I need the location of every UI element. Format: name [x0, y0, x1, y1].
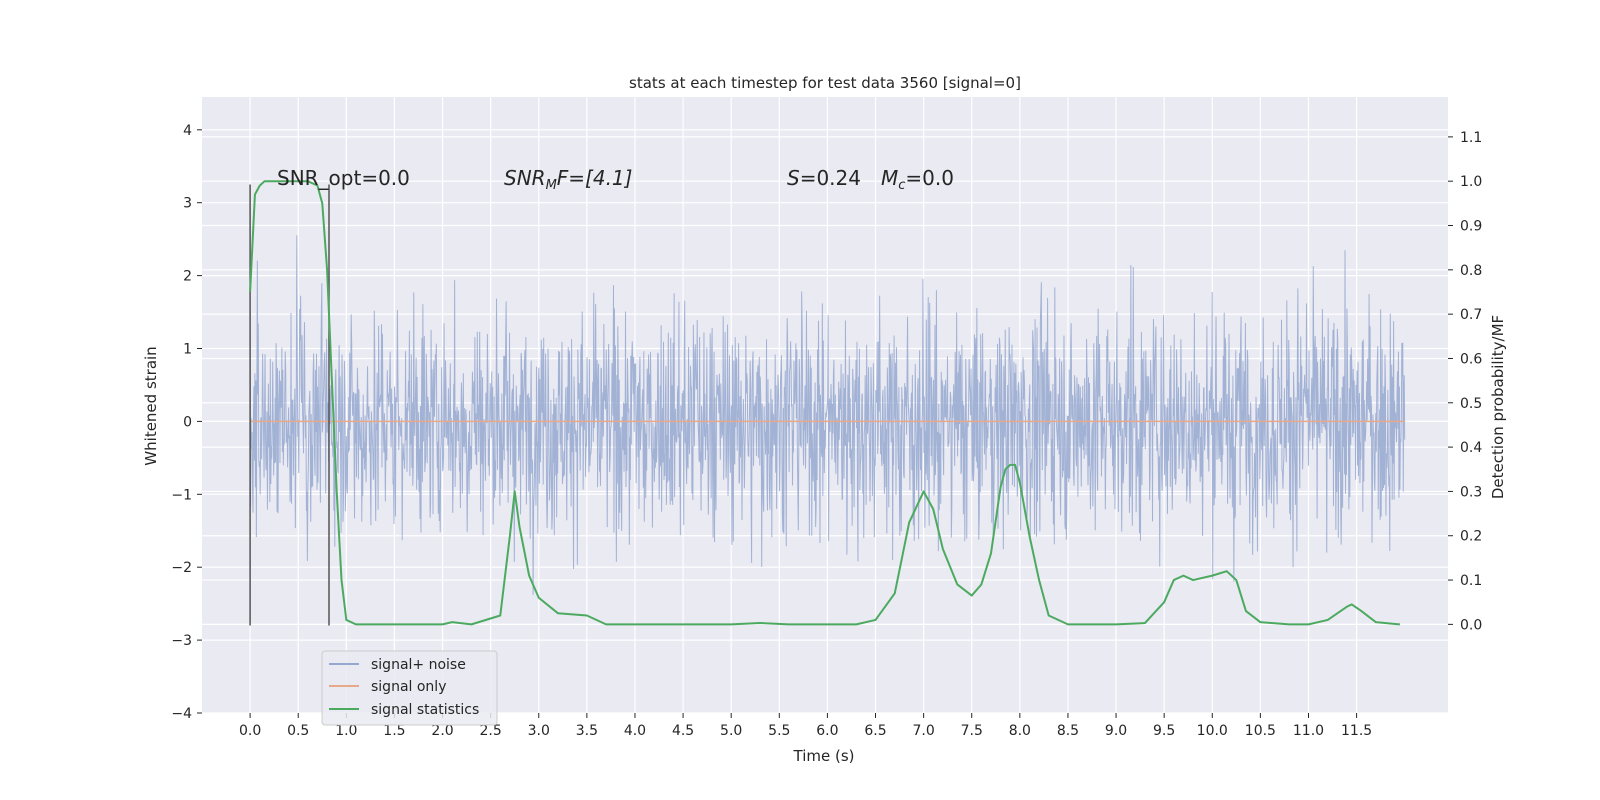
y-tick-label: 2: [183, 269, 192, 285]
x-tick-label: 7.5: [961, 723, 983, 739]
signal-statistics-line: [249, 180, 1400, 626]
x-tick-label: 4.5: [672, 723, 694, 739]
y-tick-label: −3: [171, 633, 192, 649]
x-tick-label: 10.0: [1197, 723, 1228, 739]
x-tick-label: 1.5: [383, 723, 405, 739]
y2-tick-label: 0.9: [1460, 219, 1482, 235]
y2-tick-label: 0.3: [1460, 484, 1482, 500]
y2-tick-label: 0.0: [1460, 617, 1482, 633]
y-axis-ticks: −4 −3 −2 −1 0 1 2 3 4: [171, 123, 202, 722]
x-tick-label: 0.5: [287, 723, 309, 739]
vertical-markers: [249, 184, 330, 626]
y2-tick-label: 0.5: [1460, 396, 1482, 412]
y2-tick-label: 0.2: [1460, 529, 1482, 545]
annotation-s: S=0.24: [787, 166, 861, 190]
x-axis-label: Time (s): [793, 747, 855, 765]
x-tick-label: 8.5: [1057, 723, 1079, 739]
x-tick-label: 7.0: [912, 723, 934, 739]
x-tick-label: 8.0: [1009, 723, 1031, 739]
y-tick-label: −2: [171, 560, 192, 576]
legend-label-signal-only: signal only: [371, 679, 446, 695]
y-tick-label: −1: [171, 487, 192, 503]
y2-tick-label: 1.0: [1460, 174, 1482, 190]
legend-box: [321, 650, 498, 726]
legend-label-signal-statistics: signal statistics: [371, 702, 479, 718]
x-tick-label: 0.0: [239, 723, 261, 739]
y2-tick-label: 0.8: [1460, 263, 1482, 279]
legend-label-signal-noise: signal+ noise: [371, 657, 466, 673]
y-tick-label: −4: [171, 706, 192, 722]
y-tick-label: 1: [183, 342, 192, 358]
x-tick-label: 5.5: [768, 723, 790, 739]
signal-noise-line: [249, 235, 1406, 595]
legend: signal+ noise signal only signal statist…: [321, 650, 498, 726]
x-tick-label: 9.0: [1105, 723, 1127, 739]
x-tick-label: 4.0: [624, 723, 646, 739]
x-tick-label: 10.5: [1245, 723, 1276, 739]
x-tick-label: 6.5: [864, 723, 886, 739]
x-tick-label: 11.5: [1341, 723, 1372, 739]
y2-tick-label: 0.4: [1460, 440, 1482, 456]
x-tick-label: 6.0: [816, 723, 838, 739]
annotation-snr-mf: SNRMF=[4.1]: [504, 166, 632, 193]
y-tick-label: 4: [183, 123, 192, 139]
y2-axis-ticks: 0.0 0.1 0.2 0.3 0.4 0.5 0.6 0.7 0.8 0.9 1.0 1.1: [1448, 130, 1482, 633]
chart-title: stats at each timestep for test data 356…: [629, 74, 1021, 92]
y-axis-label: Whitened strain: [142, 346, 160, 465]
y-tick-label: 0: [183, 414, 192, 430]
x-tick-label: 2.5: [480, 723, 502, 739]
y2-tick-label: 1.1: [1460, 130, 1482, 146]
series-signal-statistics: [249, 180, 1400, 626]
y2-tick-label: 0.6: [1460, 351, 1482, 367]
series-signal-noise: [249, 235, 1406, 595]
y2-tick-label: 0.7: [1460, 307, 1482, 323]
y-tick-label: 3: [183, 196, 192, 212]
y2-axis-label: Detection probability/MF: [1489, 315, 1507, 499]
annotation-snr-opt: SNR_opt=0.0: [277, 166, 410, 190]
annotation-mc: Mc=0.0: [881, 166, 954, 193]
x-tick-label: 2.0: [431, 723, 453, 739]
x-tick-label: 1.0: [335, 723, 357, 739]
x-tick-label: 9.5: [1153, 723, 1175, 739]
x-tick-label: 3.5: [576, 723, 598, 739]
x-tick-label: 3.0: [528, 723, 550, 739]
x-tick-label: 5.0: [720, 723, 742, 739]
x-tick-label: 11.0: [1293, 723, 1324, 739]
x-axis-ticks: 0.0 0.5 1.0 1.5 2.0 2.5 3.0 3.5 4.0 4.5 5.0 5.5 6.0 6…: [239, 713, 1372, 739]
y2-tick-label: 0.1: [1460, 573, 1482, 589]
